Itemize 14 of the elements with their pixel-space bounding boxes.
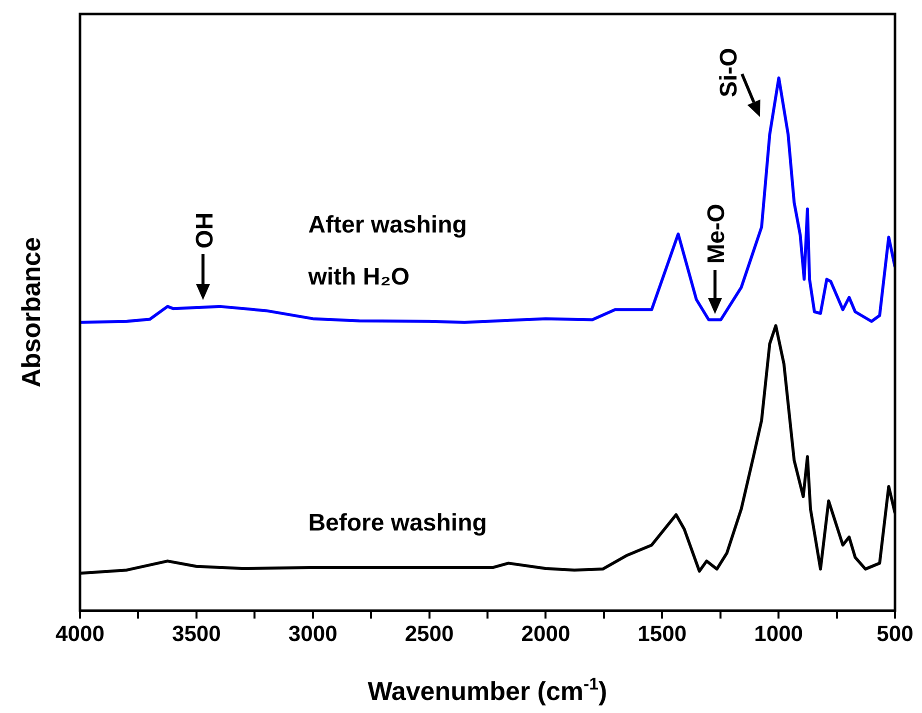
x-tick-label: 3500	[172, 620, 221, 646]
x-tick-label: 2000	[521, 620, 570, 646]
annotation: Si-O	[715, 48, 742, 98]
x-tick-label: 1000	[754, 620, 804, 646]
x-tick-label: 2500	[404, 620, 454, 646]
annotation: OH	[191, 212, 218, 248]
series-label: Before washing	[308, 509, 487, 536]
annotation: Me-O	[702, 204, 730, 264]
y-axis-title: Absorbance	[16, 237, 46, 388]
x-tick-label: 500	[876, 620, 914, 646]
x-tick-label: 1500	[638, 620, 687, 646]
series-label: After washing with H₂O	[307, 211, 467, 290]
x-tick-label: 4000	[56, 620, 104, 646]
x-tick-label: 3000	[288, 620, 338, 646]
